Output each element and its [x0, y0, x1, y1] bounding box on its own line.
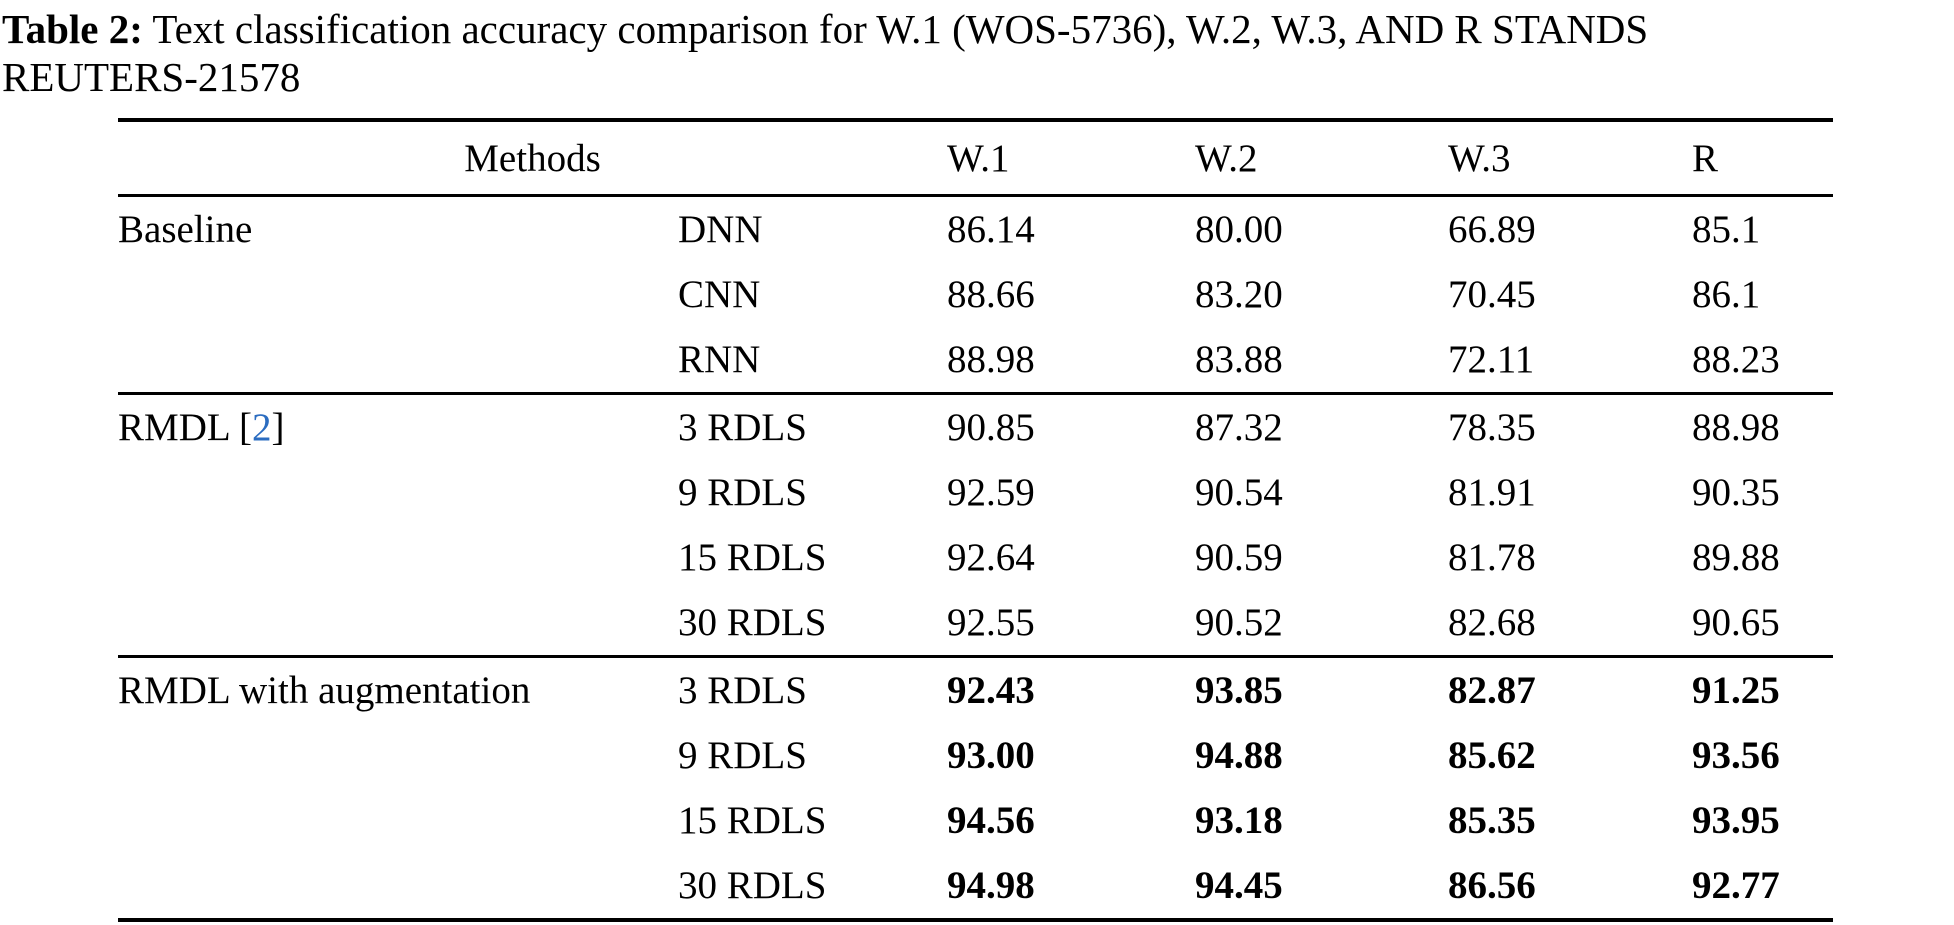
header-row: Methods W.1 W.2 W.3 R: [118, 120, 1833, 197]
value-r: 92.77: [1692, 864, 1780, 907]
value-w3: 66.89: [1448, 208, 1536, 251]
value-r: 91.25: [1692, 655, 1833, 723]
table-row: RMDL with augmentation 3 RDLS 92.43 93.8…: [118, 655, 1833, 723]
table-row: 30 RDLS 92.55 90.52 82.68 90.65: [118, 590, 1833, 657]
table-row: Baseline DNN 86.14 80.00 66.89 85.1: [118, 196, 1833, 263]
table-row: 30 RDLS 94.98 94.45 86.56 92.77: [118, 853, 1833, 920]
group-label: [118, 853, 678, 920]
accuracy-table: Methods W.1 W.2 W.3 R Baseline DNN 86.14…: [118, 118, 1833, 922]
value-w2: 83.20: [1195, 273, 1283, 316]
group-label: [118, 590, 678, 657]
caption-label: Table 2:: [2, 6, 143, 52]
table-row: RNN 88.98 83.88 72.11 88.23: [118, 327, 1833, 394]
value-w3: 82.87: [1448, 655, 1692, 723]
value-w1: 93.00: [947, 734, 1035, 777]
value-w2: 90.54: [1195, 471, 1283, 514]
value-w1: 88.66: [947, 273, 1035, 316]
value-w2: 93.85: [1195, 655, 1448, 723]
value-r: 88.98: [1692, 392, 1833, 460]
table-row: 9 RDLS 92.59 90.54 81.91 90.35: [118, 460, 1833, 525]
value-w3: 82.68: [1448, 601, 1536, 644]
value-r: 86.1: [1692, 273, 1761, 316]
group-label-suffix: ]: [271, 406, 285, 449]
group-label-prefix: RMDL [: [118, 406, 252, 449]
value-w2: 87.32: [1195, 392, 1448, 460]
value-w1: 92.55: [947, 601, 1035, 644]
value-w2: 83.88: [1195, 338, 1283, 381]
table-row: 15 RDLS 94.56 93.18 85.35 93.95: [118, 788, 1833, 853]
value-w3: 86.56: [1448, 864, 1536, 907]
col-header-methods: Methods: [118, 120, 947, 197]
value-w1: 88.98: [947, 338, 1035, 381]
value-w3: 70.45: [1448, 273, 1536, 316]
group-label: [118, 723, 678, 788]
method-label: 9 RDLS: [678, 471, 807, 514]
group-label: [118, 788, 678, 853]
value-w2: 94.45: [1195, 864, 1283, 907]
group-label: [118, 262, 678, 327]
value-w2: 93.18: [1195, 799, 1283, 842]
value-w1: 90.85: [947, 392, 1195, 460]
value-r: 90.35: [1692, 471, 1780, 514]
value-r: 93.95: [1692, 799, 1780, 842]
value-w1: 94.98: [947, 864, 1035, 907]
method-label: DNN: [678, 208, 763, 251]
value-r: 85.1: [1692, 208, 1761, 251]
table-row: RMDL [2] 3 RDLS 90.85 87.32 78.35 88.98: [118, 392, 1833, 460]
value-r: 88.23: [1692, 338, 1780, 381]
table-caption: Table 2: Text classification accuracy co…: [2, 5, 1952, 102]
caption-line-1: Table 2: Text classification accuracy co…: [2, 5, 1952, 53]
table-row: 9 RDLS 93.00 94.88 85.62 93.56: [118, 723, 1833, 788]
col-header-w2: W.2: [1195, 120, 1448, 197]
method-label: 3 RDLS: [678, 392, 947, 460]
group-label: [118, 460, 678, 525]
value-w1: 86.14: [947, 208, 1035, 251]
method-label: 15 RDLS: [678, 536, 827, 579]
value-w1: 92.43: [947, 655, 1195, 723]
method-label: RNN: [678, 338, 761, 381]
value-r: 89.88: [1692, 536, 1780, 579]
method-label: CNN: [678, 273, 761, 316]
method-label: 9 RDLS: [678, 734, 807, 777]
value-w2: 90.52: [1195, 601, 1283, 644]
value-w2: 94.88: [1195, 734, 1283, 777]
value-w1: 92.64: [947, 536, 1035, 579]
value-w3: 78.35: [1448, 392, 1692, 460]
col-header-r: R: [1692, 120, 1833, 197]
group-label: [118, 525, 678, 590]
value-w2: 80.00: [1195, 208, 1283, 251]
table-row: 15 RDLS 92.64 90.59 81.78 89.88: [118, 525, 1833, 590]
method-label: 30 RDLS: [678, 864, 827, 907]
col-header-w3: W.3: [1448, 120, 1692, 197]
value-w1: 92.59: [947, 471, 1035, 514]
value-w2: 90.59: [1195, 536, 1283, 579]
value-w3: 85.62: [1448, 734, 1536, 777]
value-w3: 85.35: [1448, 799, 1536, 842]
group-label: Baseline: [118, 208, 253, 251]
method-label: 30 RDLS: [678, 601, 827, 644]
citation-link-2[interactable]: 2: [251, 406, 272, 449]
group-label: RMDL with augmentation: [118, 655, 678, 723]
table-row: CNN 88.66 83.20 70.45 86.1: [118, 262, 1833, 327]
method-label: 3 RDLS: [678, 655, 947, 723]
caption-line-2: REUTERS-21578: [2, 54, 301, 101]
group-label: [118, 327, 678, 394]
value-r: 93.56: [1692, 734, 1780, 777]
value-w1: 94.56: [947, 799, 1035, 842]
value-w3: 81.91: [1448, 471, 1536, 514]
caption-text: Text classification accuracy comparison …: [142, 6, 1649, 52]
value-w3: 72.11: [1448, 338, 1535, 381]
col-header-w1: W.1: [947, 120, 1195, 197]
method-label: 15 RDLS: [678, 799, 827, 842]
value-w3: 81.78: [1448, 536, 1536, 579]
group-label: RMDL [2]: [118, 392, 678, 460]
value-r: 90.65: [1692, 601, 1780, 644]
